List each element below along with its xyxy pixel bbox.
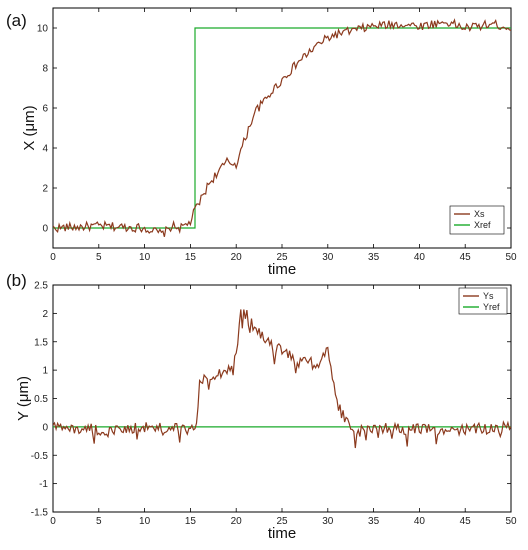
x-axis-title: time <box>268 525 296 542</box>
y-tick-label: 10 <box>37 24 49 35</box>
x-tick-label: 45 <box>460 516 472 527</box>
y-tick-label: 2.5 <box>34 281 48 292</box>
x-tick-label: 10 <box>139 516 151 527</box>
x-tick-label: 15 <box>185 516 197 527</box>
x-tick-label: 50 <box>505 516 517 527</box>
legend-label-ys: Ys <box>483 291 494 301</box>
x-tick-label: 30 <box>322 516 334 527</box>
y-axis-title: Y (μm) <box>15 376 32 421</box>
y-tick-label: -1.5 <box>31 508 49 519</box>
plot-frame <box>52 7 512 249</box>
y-tick-label: 0.5 <box>34 394 48 405</box>
chart-panel-a: (a) 0 5 10 15 20 25 30 35 40 45 50 0 2 4 6 8 10 time X (μm)… <box>6 7 517 278</box>
x-tick-label: 0 <box>50 252 56 263</box>
y-axis-title: X (μm) <box>21 105 38 150</box>
chart-panel-b: (b) 0 5 10 15 20 25 30 35 40 45 50 -1.5 -1 -0.5 0 0.5 1 1.… <box>6 271 517 542</box>
x-tick-label: 50 <box>505 252 517 263</box>
x-tick-label: 35 <box>368 516 380 527</box>
x-tick-label: 35 <box>368 252 380 263</box>
x-tick-label: 45 <box>460 252 472 263</box>
legend-box <box>458 287 508 315</box>
y-tick-label: 6 <box>42 104 48 115</box>
panel-label: (b) <box>6 271 27 290</box>
y-tick-label: 4 <box>42 144 48 155</box>
x-tick-label: 40 <box>414 516 426 527</box>
series-line-xs <box>53 18 511 237</box>
x-tick-label: 40 <box>414 252 426 263</box>
y-tick-label: 0 <box>42 224 48 235</box>
y-tick-label: 2 <box>42 184 48 195</box>
y-tick-label: -1 <box>39 479 48 490</box>
y-tick-label: -0.5 <box>31 451 49 462</box>
legend-box <box>449 205 505 235</box>
y-tick-label: 1 <box>42 366 48 377</box>
x-tick-label: 5 <box>96 516 102 527</box>
x-tick-label: 25 <box>276 516 288 527</box>
plot-frame <box>52 284 512 513</box>
x-tick-label: 15 <box>185 252 197 263</box>
x-tick-label: 10 <box>139 252 151 263</box>
x-tick-label: 25 <box>276 252 288 263</box>
x-tick-label: 5 <box>96 252 102 263</box>
y-tick-label: 2 <box>42 309 48 320</box>
x-tick-label: 0 <box>50 516 56 527</box>
legend-label-xref: Xref <box>474 220 491 230</box>
legend-label-xs: Xs <box>474 209 485 219</box>
y-tick-label: 1.5 <box>34 337 48 348</box>
panel-label: (a) <box>6 11 27 30</box>
x-tick-label: 20 <box>231 516 243 527</box>
x-tick-label: 20 <box>231 252 243 263</box>
x-axis-title: time <box>268 261 296 278</box>
y-tick-label: 0 <box>42 422 48 433</box>
series-line-ys <box>53 309 511 449</box>
x-tick-label: 30 <box>322 252 334 263</box>
legend-label-yref: Yref <box>483 302 500 312</box>
y-tick-label: 8 <box>42 64 48 75</box>
